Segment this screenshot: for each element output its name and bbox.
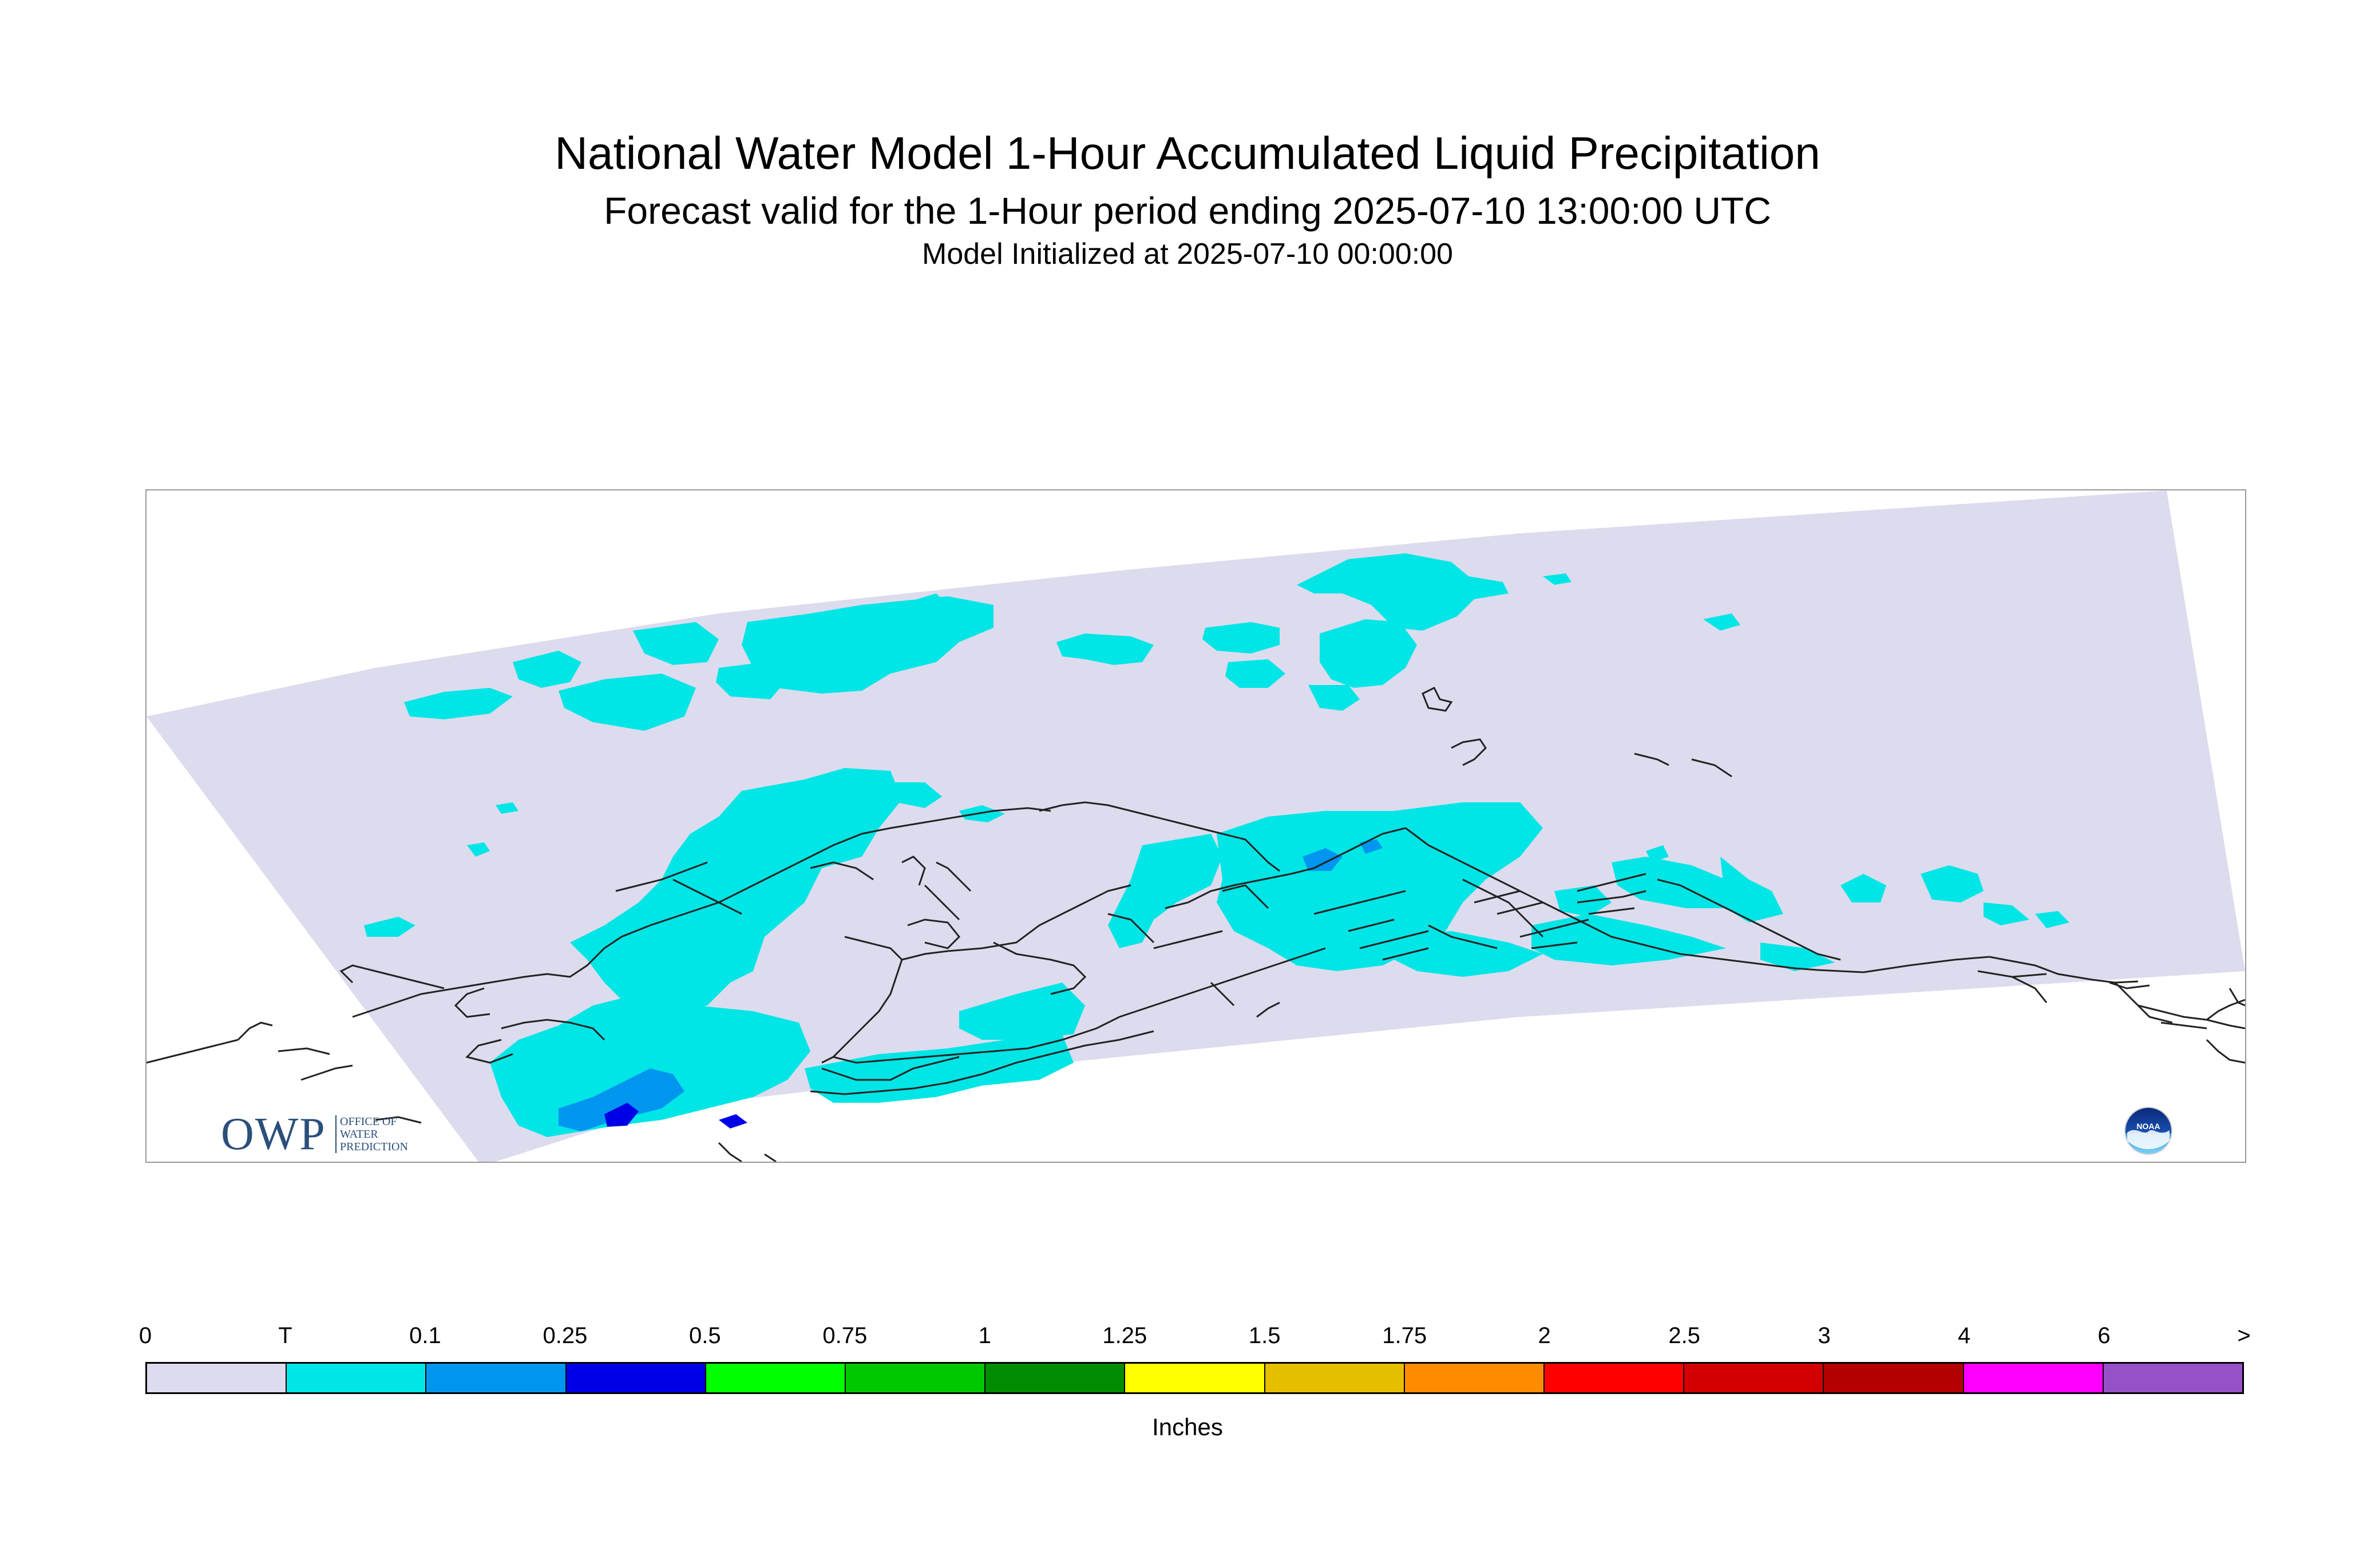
legend-swatch	[566, 1364, 706, 1392]
legend-swatch	[1545, 1364, 1685, 1392]
trace-precip-areas	[364, 553, 2069, 1137]
light-precip-areas	[559, 840, 1383, 1131]
legend-swatch	[426, 1364, 567, 1392]
legend-tick-label: 4	[1957, 1323, 1971, 1348]
legend-swatch	[985, 1364, 1126, 1392]
owp-logo-line2: WATER	[340, 1128, 378, 1141]
map-title: National Water Model 1-Hour Accumulated …	[555, 128, 1820, 179]
legend-tick-label: 0	[138, 1323, 152, 1348]
legend-swatch	[846, 1364, 986, 1392]
legend-tick-label: 0.25	[543, 1323, 588, 1348]
owp-logo: OWP OFFICE OF WATER PREDICTION	[221, 1108, 427, 1160]
legend-tick-label: 0.1	[409, 1323, 441, 1348]
legend-tick-label: 3	[1818, 1323, 1831, 1348]
precipitation-map: OWP OFFICE OF WATER PREDICTION NOAA	[145, 489, 2246, 1163]
model-initialized-label: Model Initialized at 2025-07-10 00:00:00	[922, 237, 1453, 271]
owp-logo-mark: OWP	[221, 1109, 326, 1159]
owp-logo-line1: OFFICE OF	[340, 1115, 397, 1128]
legend-swatch	[1684, 1364, 1824, 1392]
legend-units-label: Inches	[1152, 1413, 1223, 1440]
legend-swatch	[1964, 1364, 2104, 1392]
legend-swatch	[287, 1364, 427, 1392]
legend-tick-label: 1.75	[1382, 1323, 1427, 1348]
legend-tick-label: >	[2237, 1323, 2251, 1348]
legend-swatch	[2103, 1364, 2243, 1392]
legend-tick-label: 1.5	[1248, 1323, 1281, 1348]
coastlines	[147, 686, 2245, 1162]
forecast-valid-subtitle: Forecast valid for the 1-Hour period end…	[604, 189, 1771, 232]
legend-tick-label: 0.5	[689, 1323, 721, 1348]
model-domain	[147, 490, 2245, 1162]
legend-tick-label: 0.75	[822, 1323, 868, 1348]
legend-tick-label: 2	[1538, 1323, 1551, 1348]
legend-tick-label: T	[278, 1323, 292, 1348]
legend-swatch	[1404, 1364, 1545, 1392]
legend-tick-label: 1	[978, 1323, 991, 1348]
owp-logo-line3: PREDICTION	[340, 1141, 408, 1153]
legend-swatch	[147, 1364, 287, 1392]
legend-swatch	[706, 1364, 846, 1392]
legend-swatch	[1265, 1364, 1405, 1392]
legend-swatch	[1824, 1364, 1964, 1392]
noaa-seal-icon: NOAA	[2124, 1107, 2172, 1155]
legend-tick-labels: 0 T 0.1 0.25 0.5 0.75 1 1.25 1.5 1.75 2 2.5 3 4 6 >	[139, 1323, 2251, 1352]
owp-logo-text: OFFICE OF WATER PREDICTION	[335, 1115, 432, 1153]
moderate-precip-areas	[604, 1103, 747, 1129]
noaa-seal-text: NOAA	[2136, 1122, 2160, 1131]
legend-tick-label: 1.25	[1102, 1323, 1147, 1348]
map-canvas	[147, 490, 2245, 1162]
legend-tick-label: 2.5	[1668, 1323, 1700, 1348]
legend-swatch	[1125, 1364, 1265, 1392]
legend-tick-label: 6	[2097, 1323, 2111, 1348]
precipitation-color-legend	[145, 1362, 2244, 1394]
